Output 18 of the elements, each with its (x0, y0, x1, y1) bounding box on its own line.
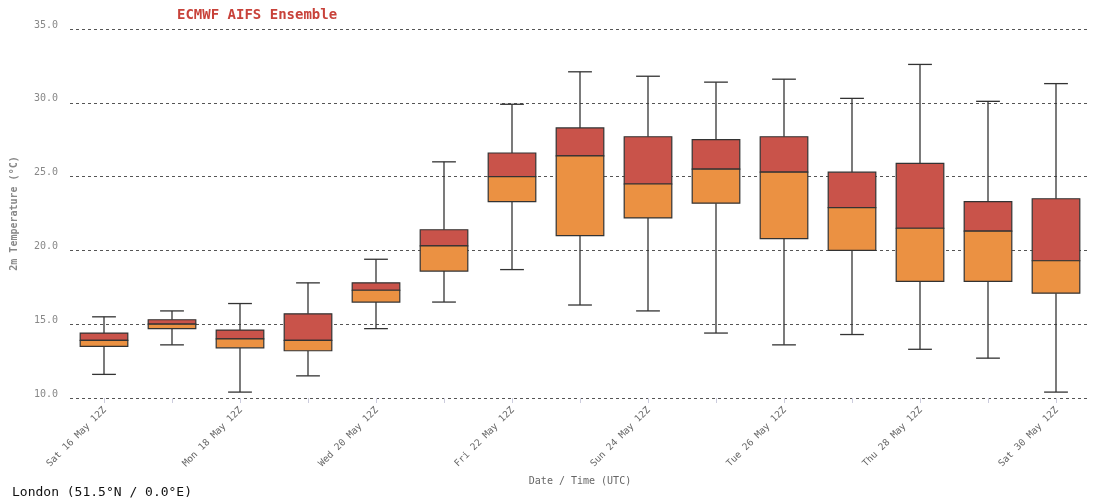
text: London (51.5°N / 0.0°E) (12, 484, 193, 499)
x-tick-label: Sun 24 May 12Z (587, 403, 653, 469)
x-axis-title: Date / Time (UTC) (528, 474, 632, 486)
x-tick-label: Mon 18 May 12Z (179, 403, 245, 469)
y-tick-label: 35.0 (33, 18, 58, 30)
x-tick-label: Sat 30 May 12Z (995, 403, 1061, 469)
y-tick-label: 25.0 (33, 166, 58, 178)
x-tick-label: Thu 28 May 12Z (859, 403, 925, 469)
x-tick-label: Sat 16 May 12Z (43, 403, 109, 469)
y-tick-label: 30.0 (33, 92, 58, 104)
y-tick-label: 10.0 (33, 387, 58, 399)
x-tick-label: Wed 20 May 12Z (315, 403, 381, 469)
y-tick-label: 20.0 (33, 239, 58, 251)
x-tick-label: Fri 22 May 12Z (451, 403, 517, 469)
y-axis-title: 2m Temperature (°C) (7, 156, 19, 271)
x-tick-label: Tue 26 May 12Z (723, 403, 789, 469)
y-tick-label: 15.0 (33, 313, 58, 325)
chart-title: ECMWF AIFS Ensemble (177, 6, 338, 22)
